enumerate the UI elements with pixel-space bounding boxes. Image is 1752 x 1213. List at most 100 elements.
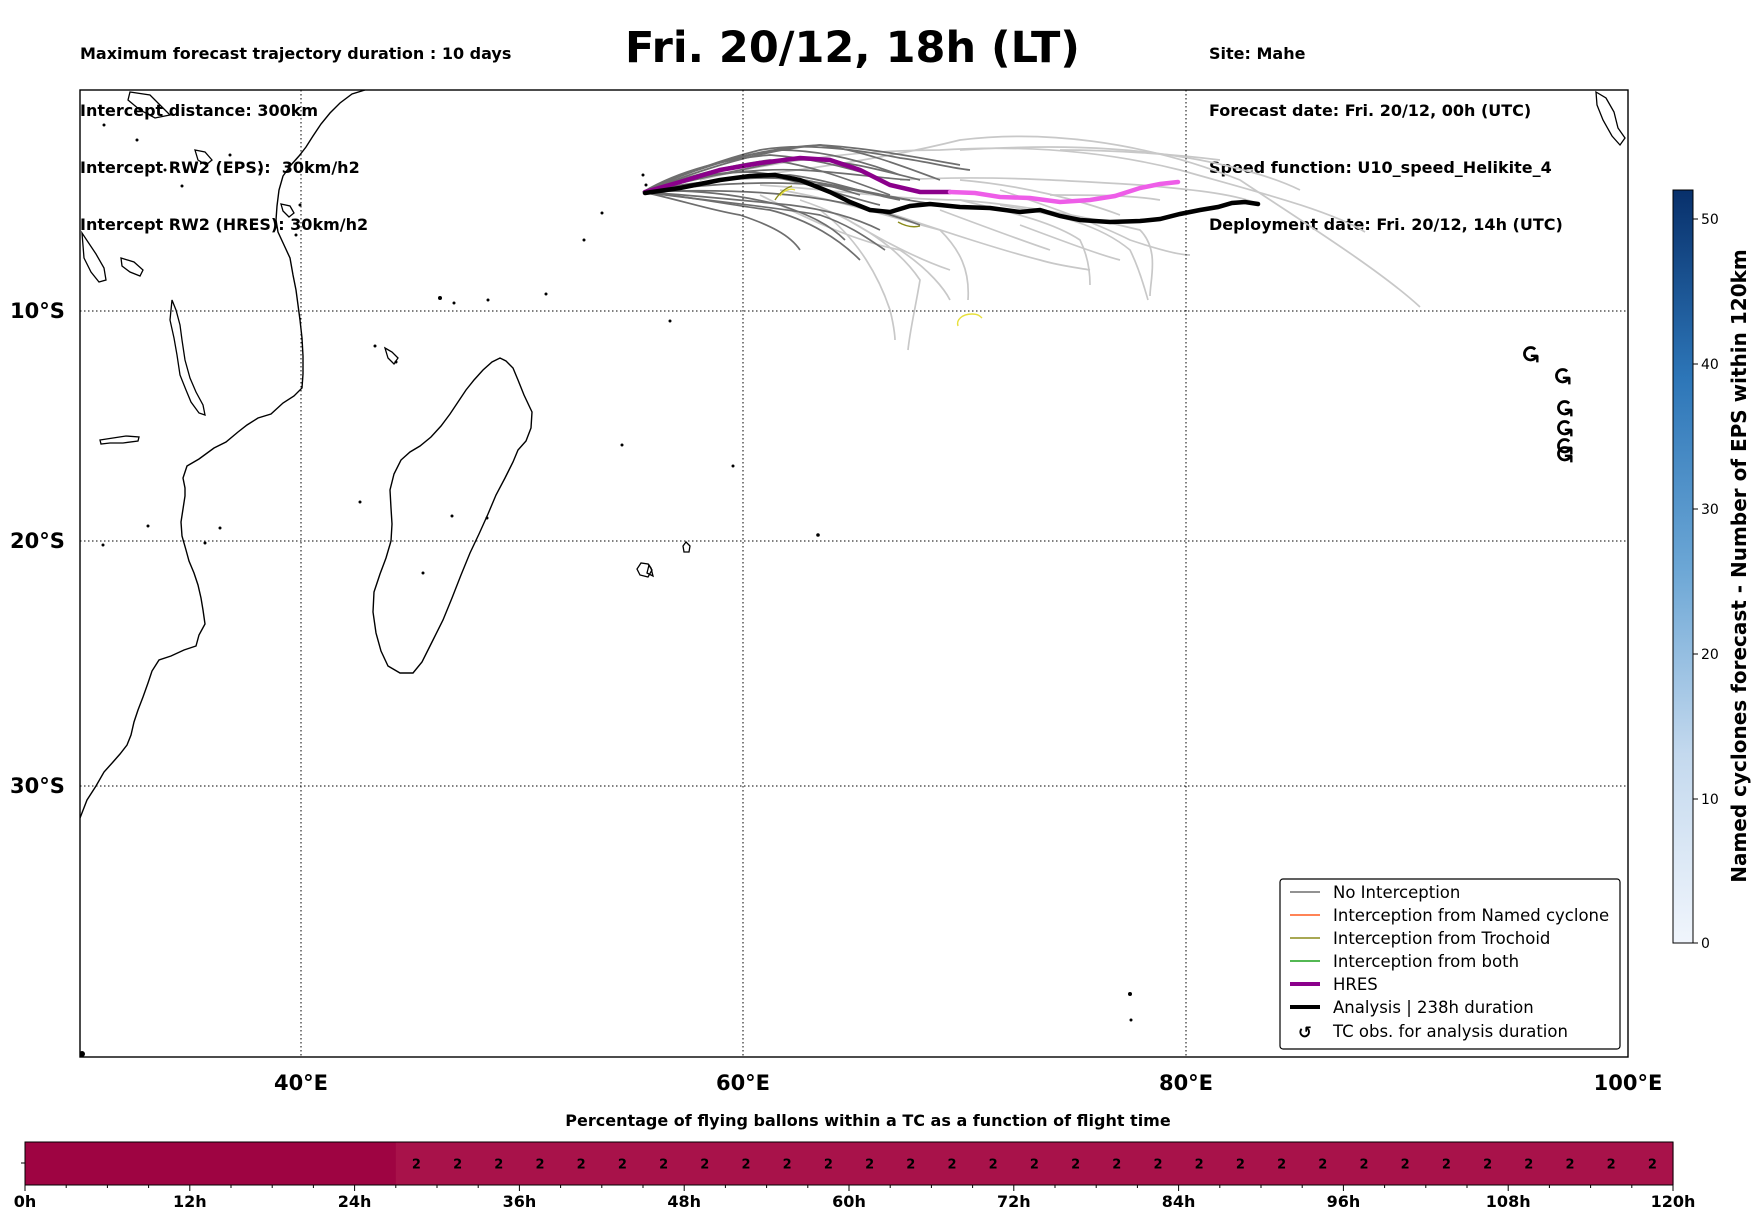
- time-cell: [890, 1142, 932, 1185]
- time-bar: Percentage of flying ballons within a TC…: [14, 1111, 1696, 1211]
- time-cell: [643, 1142, 685, 1185]
- cell-value: 2: [618, 1158, 627, 1173]
- time-tick-label: 120h: [1651, 1192, 1696, 1211]
- lat-label: 30°S: [10, 774, 65, 798]
- time-cell: [1302, 1142, 1344, 1185]
- lon-label: 60°E: [716, 1071, 770, 1095]
- time-cell: [1261, 1142, 1303, 1185]
- time-tick-label: 60h: [832, 1192, 866, 1211]
- time-cell: [66, 1142, 108, 1185]
- tc-observations: ↺ ↺ ↺ ↺ ↺ ↺: [1516, 344, 1578, 464]
- page-title: Fri. 20/12, 18h (LT): [625, 23, 1080, 73]
- legend-item: Interception from Trochoid: [1290, 929, 1550, 948]
- time-tick-label: 36h: [503, 1192, 537, 1211]
- lon-label: 80°E: [1159, 1071, 1213, 1095]
- cell-value: 2: [1277, 1158, 1286, 1173]
- time-bar-title: Percentage of flying ballons within a TC…: [565, 1111, 1171, 1130]
- legend-item: HRES: [1290, 975, 1378, 994]
- cell-value: 2: [1607, 1158, 1616, 1173]
- time-ticks: 0h 12h 24h 36h 48h 60h 72h 84h 96h 108h 120h: [14, 1185, 1696, 1211]
- cell-value: 2: [577, 1158, 586, 1173]
- time-cell: [231, 1142, 273, 1185]
- tc-symbol: ↺: [1550, 398, 1578, 418]
- svg-text:TC obs. for analysis duration: TC obs. for analysis duration: [1332, 1022, 1568, 1041]
- cell-value: 2: [906, 1158, 915, 1173]
- cell-value: 2: [1112, 1158, 1121, 1173]
- time-cell: [931, 1142, 974, 1185]
- colorbar: 0 10 20 30 40 50 Named cyclones forecast…: [1672, 189, 1751, 952]
- time-tick-label: 48h: [667, 1192, 701, 1211]
- cell-value: 2: [1401, 1158, 1410, 1173]
- map: ↺ ↺ ↺ ↺ ↺ ↺ 10°S 20°S 30°S 40°E 60°E 80°…: [10, 89, 1663, 1095]
- cell-value: 2: [535, 1158, 544, 1173]
- time-cell: [1013, 1142, 1056, 1185]
- time-cell: [395, 1142, 438, 1185]
- lat-label: 10°S: [10, 299, 65, 323]
- cell-value: 2: [1236, 1158, 1245, 1173]
- svg-text:Interception from both: Interception from both: [1333, 952, 1519, 971]
- time-cell: [189, 1142, 232, 1185]
- time-cell: [972, 1142, 1015, 1185]
- time-cell: [148, 1142, 191, 1185]
- colorbar-tick: 0: [1701, 936, 1710, 952]
- tc-symbol: ↺: [1548, 366, 1576, 386]
- cell-value: 2: [700, 1158, 709, 1173]
- tc-symbol: ↺: [1550, 444, 1578, 464]
- info-line: Maximum forecast trajectory duration : 1…: [80, 44, 512, 63]
- cell-value: 2: [659, 1158, 668, 1173]
- time-cell: [1631, 1142, 1674, 1185]
- cell-value: 2: [1071, 1158, 1080, 1173]
- time-cell: [684, 1142, 726, 1185]
- hres-track-late: [947, 179, 1181, 205]
- time-tick-label: 96h: [1327, 1192, 1361, 1211]
- colorbar-tick: 30: [1701, 502, 1719, 518]
- colorbar-tick: 40: [1701, 357, 1719, 373]
- tc-symbol: ↺: [1550, 418, 1578, 438]
- svg-text:Analysis | 238h duration: Analysis | 238h duration: [1333, 998, 1534, 1017]
- legend-item: Interception from Named cyclone: [1290, 906, 1609, 925]
- cell-value: 2: [453, 1158, 462, 1173]
- time-tick-label: 24h: [338, 1192, 372, 1211]
- colorbar-tick: 20: [1701, 647, 1719, 663]
- cell-value: 2: [1524, 1158, 1533, 1173]
- time-cell: [1343, 1142, 1386, 1185]
- gridlines: [80, 90, 1628, 1057]
- time-cell: [1055, 1142, 1097, 1185]
- cell-value: 2: [1565, 1158, 1574, 1173]
- time-cell: [107, 1142, 150, 1185]
- cell-value: 2: [494, 1158, 503, 1173]
- colorbar-tick: 10: [1701, 792, 1719, 808]
- cell-value: 2: [1359, 1158, 1368, 1173]
- tc-symbol: ↺: [1516, 344, 1544, 364]
- info-line: Intercept RW2 (EPS): 30km/h2: [80, 158, 360, 177]
- time-cell: [1508, 1142, 1550, 1185]
- info-line: Deployment date: Fri. 20/12, 14h (UTC): [1209, 215, 1563, 234]
- time-tick-label: 72h: [997, 1192, 1031, 1211]
- lon-label: 100°E: [1594, 1071, 1663, 1095]
- cell-value: 2: [865, 1158, 874, 1173]
- time-cell: [437, 1142, 479, 1185]
- cell-value: 2: [1318, 1158, 1327, 1173]
- trochoid-tracks: [774, 185, 983, 327]
- forecast-parameters: Maximum forecast trajectory duration : 1…: [80, 6, 511, 253]
- time-cell: [1425, 1142, 1468, 1185]
- cell-value: 2: [1195, 1158, 1204, 1173]
- cell-value: 2: [412, 1158, 421, 1173]
- lon-label: 40°E: [274, 1071, 328, 1095]
- svg-text:No Interception: No Interception: [1333, 883, 1460, 902]
- colorbar-title: Named cyclones forecast - Number of EPS …: [1727, 249, 1751, 883]
- time-cell: [354, 1142, 397, 1185]
- hres-track: [642, 155, 953, 195]
- cell-value: 2: [1483, 1158, 1492, 1173]
- svg-text:HRES: HRES: [1333, 975, 1378, 994]
- time-cell: [313, 1142, 356, 1185]
- lat-label: 20°S: [10, 529, 65, 553]
- time-cell: [1549, 1142, 1592, 1185]
- time-cell: [272, 1142, 314, 1185]
- time-tick-label: 0h: [14, 1192, 37, 1211]
- site-info: Site: Mahe Forecast date: Fri. 20/12, 00…: [1209, 6, 1563, 253]
- time-cell: [1137, 1142, 1180, 1185]
- time-tick-label: 12h: [173, 1192, 207, 1211]
- legend: No Interception Interception from Named …: [1279, 878, 1621, 1050]
- coastline-africa: [80, 90, 366, 819]
